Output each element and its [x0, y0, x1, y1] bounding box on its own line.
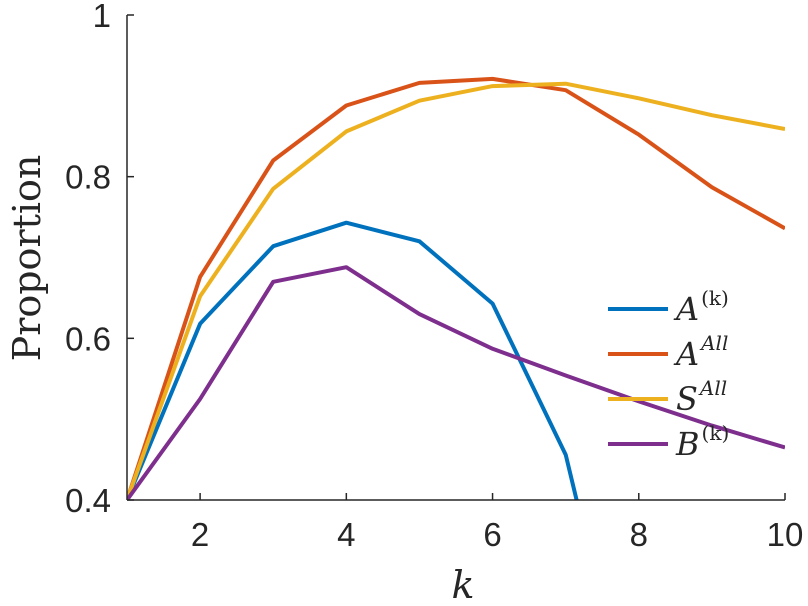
- y-tick-label: 1: [93, 0, 111, 34]
- y-tick-label: 0.8: [65, 159, 111, 196]
- legend-label-2: S All: [676, 376, 727, 418]
- series-line-2: [127, 81, 785, 500]
- y-axis-title: Proportion: [5, 155, 49, 362]
- series-line-1: [127, 76, 785, 500]
- y-tick-label: 0.4: [65, 482, 111, 519]
- legend-label-3: B (k): [675, 421, 729, 463]
- x-tick-label: 10: [767, 516, 804, 553]
- axes-layer: 2 4 6 8 10 0.4 0.6 0.8 1: [65, 0, 803, 553]
- x-tick-label: 4: [337, 516, 355, 553]
- series-line-0: [127, 220, 579, 500]
- series-layer: [127, 76, 785, 500]
- x-tick-label: 2: [191, 516, 209, 553]
- y-tick-label: 0.6: [65, 320, 111, 357]
- legend-label-0: A (k): [673, 286, 729, 328]
- legend-label-1: A All: [673, 331, 728, 373]
- series-line-3: [127, 265, 785, 500]
- x-tick-label: 6: [483, 516, 501, 553]
- x-axis-title: k: [451, 563, 474, 606]
- x-tick-label: 8: [630, 516, 648, 553]
